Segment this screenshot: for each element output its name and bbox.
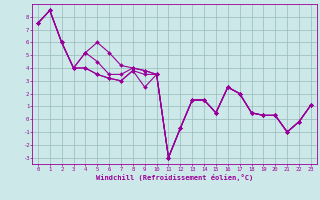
X-axis label: Windchill (Refroidissement éolien,°C): Windchill (Refroidissement éolien,°C) [96, 174, 253, 181]
